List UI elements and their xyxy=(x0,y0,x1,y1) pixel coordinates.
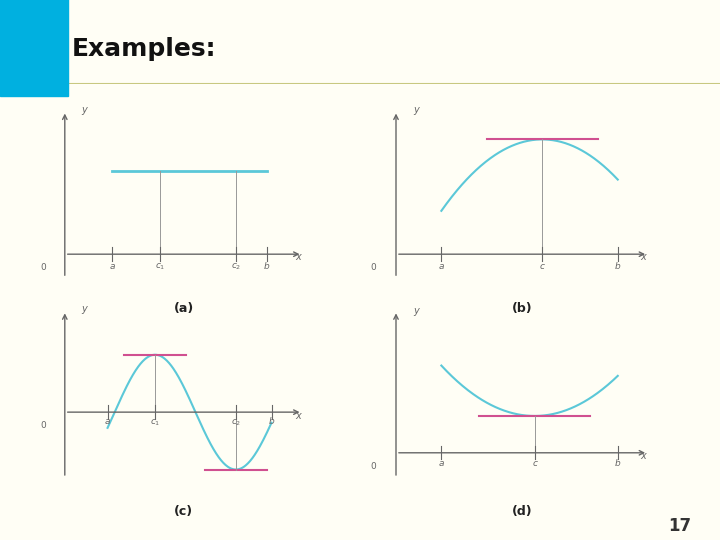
Text: c: c xyxy=(540,261,544,271)
Text: b: b xyxy=(264,261,269,271)
Text: y: y xyxy=(413,306,419,315)
Text: b: b xyxy=(615,261,621,271)
Text: y: y xyxy=(81,105,86,116)
Text: 0: 0 xyxy=(40,421,46,430)
Text: y: y xyxy=(413,105,419,116)
Text: (d): (d) xyxy=(512,505,532,518)
Text: x: x xyxy=(295,411,301,421)
Text: (c): (c) xyxy=(174,505,193,518)
Text: y: y xyxy=(81,304,86,314)
Text: x: x xyxy=(295,252,301,262)
Text: $c_1$: $c_1$ xyxy=(150,417,161,428)
Text: 0: 0 xyxy=(371,263,376,272)
Text: Examples:: Examples: xyxy=(72,37,217,60)
Text: c: c xyxy=(532,459,537,468)
Text: a: a xyxy=(105,417,110,426)
Text: $c_2$: $c_2$ xyxy=(230,261,241,272)
Text: x: x xyxy=(641,252,646,262)
Text: (b): (b) xyxy=(512,301,532,315)
Text: a: a xyxy=(109,261,115,271)
Text: a: a xyxy=(438,261,444,271)
Text: $c_1$: $c_1$ xyxy=(155,261,165,272)
Text: a: a xyxy=(438,459,444,468)
Text: $c_2$: $c_2$ xyxy=(230,417,241,428)
Text: b: b xyxy=(615,459,621,468)
Text: x: x xyxy=(641,451,646,461)
Text: (a): (a) xyxy=(174,301,194,315)
Text: 0: 0 xyxy=(40,263,46,272)
Text: b: b xyxy=(269,417,274,426)
Text: 17: 17 xyxy=(668,517,691,535)
Text: 0: 0 xyxy=(371,462,376,471)
Bar xyxy=(0,0,68,96)
